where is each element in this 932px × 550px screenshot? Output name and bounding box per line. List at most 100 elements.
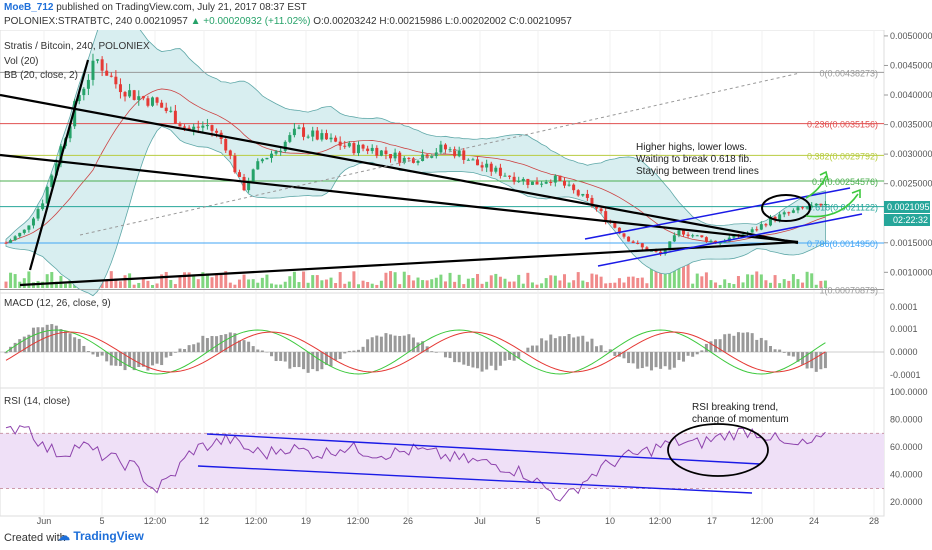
macd-histogram-bar [292, 352, 296, 368]
macd-histogram-bar [530, 345, 534, 352]
candle-body [183, 126, 187, 128]
chart-area[interactable]: 0(0.00438273) 0.236(0.0035156) 0.382(0.002… [0, 30, 932, 526]
volume-bar [315, 275, 319, 288]
macd-histogram-bar [297, 352, 301, 368]
volume-bar [517, 274, 521, 288]
candle-body [274, 151, 278, 154]
macd-histogram-bar [343, 352, 347, 354]
volume-bar [311, 275, 315, 288]
candle-body [27, 225, 31, 230]
rsi-tick-label: 100.0000 [890, 387, 928, 397]
volume-bar [347, 281, 351, 288]
volume-bar [169, 279, 173, 288]
macd-histogram-bar [27, 334, 31, 352]
candle-body [823, 203, 827, 206]
macd-histogram-bar [123, 352, 127, 371]
macd-histogram-bar [77, 338, 81, 352]
rsi-indicator-label[interactable]: RSI (14, close) [4, 396, 70, 407]
volume-bar [736, 276, 740, 288]
candle-body [311, 130, 315, 137]
macd-histogram-bar [819, 352, 823, 370]
volume-bar [535, 284, 539, 288]
macd-histogram-bar [389, 334, 393, 352]
macd-histogram-bar [558, 336, 562, 352]
macd-histogram-bar [196, 342, 200, 352]
macd-histogram-bar [448, 352, 452, 359]
footer: Created with ☁ TradingView [0, 526, 932, 550]
macd-axis[interactable]: 0.0001 0.0001 0.0000 -0.0001 [890, 302, 921, 380]
volume-bar [201, 272, 205, 288]
candle-body [205, 125, 209, 127]
candle-body [489, 163, 493, 172]
tradingview-logo[interactable]: ☁ TradingView [58, 529, 144, 543]
volume-bar [270, 283, 274, 288]
volume-bar [105, 279, 109, 288]
volume-bar [622, 282, 626, 288]
candle-body [370, 147, 374, 152]
volume-bar [805, 271, 809, 288]
bb-indicator-label[interactable]: BB (20, close, 2) [4, 70, 78, 81]
rsi-axis[interactable]: 100.0000 80.0000 60.0000 40.0000 20.0000 [890, 387, 928, 507]
candle-body [251, 169, 255, 182]
macd-histogram-bar [700, 350, 704, 352]
price-note-line-2: Waiting to break 0.618 fib. [636, 154, 752, 165]
macd-histogram-bar [434, 352, 438, 353]
time-tick-label: 12:00 [347, 516, 370, 526]
candle-body [494, 167, 498, 172]
candle-body [18, 232, 22, 237]
volume-bar [370, 283, 374, 288]
macd-indicator-label[interactable]: MACD (12, 26, close, 9) [4, 298, 111, 309]
volume-bar [480, 283, 484, 288]
candle-body [114, 76, 118, 85]
macd-histogram-bar [549, 334, 553, 352]
macd-histogram-bar [192, 344, 196, 352]
macd-histogram-bar [183, 349, 187, 352]
macd-histogram-bar [128, 352, 132, 367]
macd-histogram-bar [672, 352, 676, 368]
candle-body [517, 181, 521, 183]
volume-bar [41, 281, 45, 288]
candle-body [361, 144, 365, 149]
macd-histogram-bar [466, 352, 470, 366]
macd-histogram-bar [553, 338, 557, 352]
volume-bar [462, 284, 466, 288]
volume-bar [727, 282, 731, 288]
time-axis[interactable]: Jun 5 12:00 12 12:00 19 12:00 26 Jul 5 10 12:00 17 12… [37, 516, 879, 526]
macd-histogram-bar [736, 332, 740, 352]
time-tick-label: 12 [199, 516, 209, 526]
volume-bar [260, 277, 264, 288]
vol-indicator-label[interactable]: Vol (20) [4, 56, 38, 67]
candle-body [430, 156, 434, 158]
candle-body [613, 222, 617, 228]
candle-body [480, 165, 484, 168]
candle-body [256, 161, 260, 170]
volume-bar [320, 280, 324, 288]
volume-bar [366, 281, 370, 288]
macd-tick-label: 0.0001 [890, 324, 918, 334]
macd-histogram-bar [562, 336, 566, 352]
macd-histogram-bar [787, 352, 791, 356]
candle-body [590, 197, 594, 206]
macd-histogram-bar [508, 352, 512, 360]
author-link[interactable]: MoeB_712 [4, 2, 54, 13]
candle-body [73, 101, 77, 127]
candle-body [814, 203, 818, 206]
candle-body [576, 190, 580, 196]
volume-bar [814, 284, 818, 288]
volume-bar [247, 279, 251, 288]
macd-histogram-bar [233, 333, 237, 352]
volume-bar [187, 272, 191, 288]
publish-info: published on TradingView.com, July 21, 2… [56, 2, 307, 13]
ohlc-o: O:0.00203242 [313, 16, 377, 27]
time-tick-label: 5 [535, 516, 540, 526]
volume-bar [508, 281, 512, 288]
macd-histogram-bar [36, 327, 40, 352]
macd-plot [0, 324, 884, 375]
volume-bar [434, 277, 438, 288]
volume-bar [160, 274, 164, 288]
volume-bar [224, 271, 228, 288]
macd-histogram-bar [746, 332, 750, 352]
time-tick-label: 19 [301, 516, 311, 526]
volume-bar [4, 281, 8, 288]
